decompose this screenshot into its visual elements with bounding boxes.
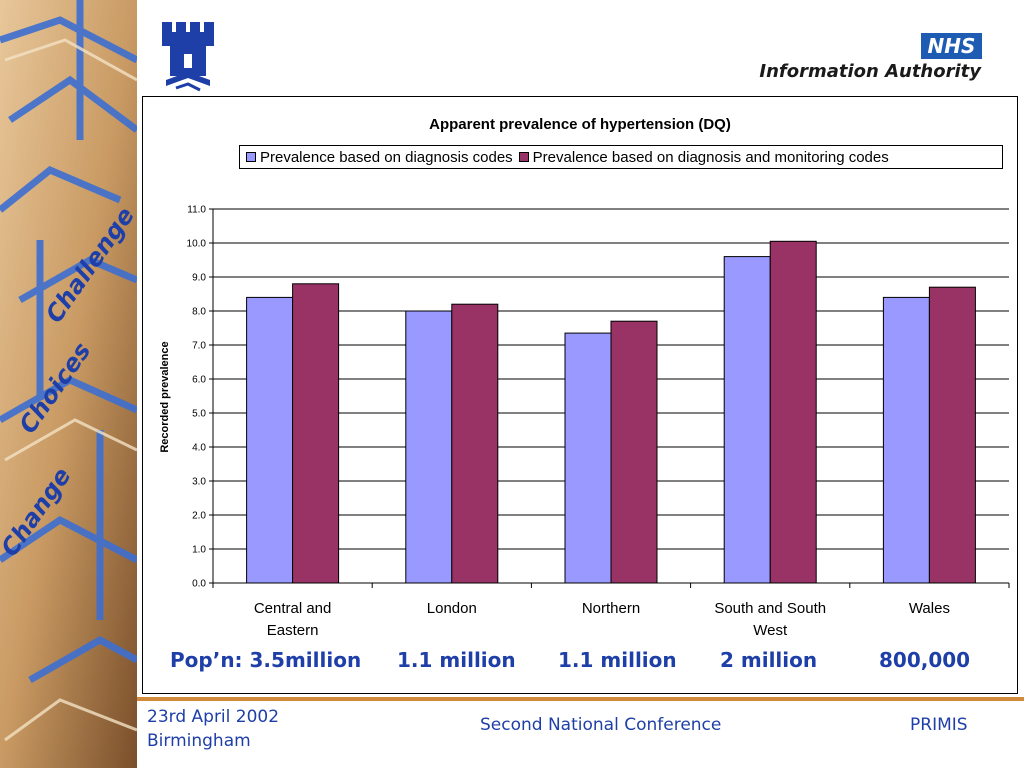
y-tick-label: 3.0 xyxy=(192,477,206,488)
x-tick-label: Northern xyxy=(582,600,640,617)
bar-series-1 xyxy=(882,296,930,584)
bar-series-2 xyxy=(928,286,976,584)
chart-frame: Apparent prevalence of hypertension (DQ)… xyxy=(142,96,1018,694)
legend-item-series-2: Prevalence based on diagnosis and monito… xyxy=(518,148,889,166)
bar-series-1 xyxy=(246,296,294,584)
legend-item-series-1: Prevalence based on diagnosis codes xyxy=(246,149,513,166)
population-label-2: 1.1 million xyxy=(397,648,516,672)
footer-event: Second National Conference xyxy=(480,715,722,735)
side-word-challenge: Challenge xyxy=(40,202,140,328)
org-name: Information Authority xyxy=(759,61,981,82)
bar-series-2 xyxy=(769,240,817,584)
y-tick-label: 6.0 xyxy=(192,375,206,386)
legend-swatch-series-1 xyxy=(246,152,256,162)
bar-series-2 xyxy=(610,320,658,584)
y-tick-label: 10.0 xyxy=(187,239,207,250)
chart-title: Apparent prevalence of hypertension (DQ) xyxy=(429,116,731,133)
legend-swatch-series-2 xyxy=(518,152,529,162)
x-tick-label: South and South xyxy=(714,600,826,617)
x-tick-label: London xyxy=(427,600,477,617)
x-tick-label: Central and xyxy=(254,600,332,617)
population-label-1: Pop’n: 3.5million xyxy=(170,648,362,672)
footer-divider xyxy=(137,697,1024,701)
y-tick-label: 8.0 xyxy=(192,307,206,318)
footer-date: 23rd April 2002 xyxy=(147,707,280,727)
bar-series-2 xyxy=(451,303,499,584)
side-banner-words: Challenge Choices Change xyxy=(0,0,140,768)
y-tick-label: 7.0 xyxy=(192,341,206,352)
side-banner xyxy=(0,0,137,768)
x-tick-label: Eastern xyxy=(267,622,319,639)
y-tick-label: 1.0 xyxy=(192,545,206,556)
x-tick-label: West xyxy=(753,622,788,639)
footer-org: PRIMIS xyxy=(910,715,968,735)
population-label-3: 1.1 million xyxy=(558,648,677,672)
side-word-choices: Choices xyxy=(13,337,97,439)
bar-series-1 xyxy=(564,332,612,584)
population-label-5: 800,000 xyxy=(879,648,971,672)
nhs-logo: NHS xyxy=(921,33,982,59)
side-word-change: Change xyxy=(0,462,77,562)
y-tick-label: 2.0 xyxy=(192,511,206,522)
bar-series-1 xyxy=(723,256,771,584)
y-tick-label: 9.0 xyxy=(192,273,206,284)
x-tick-label: Wales xyxy=(909,600,950,617)
bar-series-2 xyxy=(292,283,340,584)
y-tick-label: 0.0 xyxy=(192,579,206,590)
y-tick-label: 11.0 xyxy=(187,205,206,216)
legend-label-series-1: Prevalence based on diagnosis codes xyxy=(260,148,513,166)
population-label-4: 2 million xyxy=(720,648,818,672)
chart-legend: Prevalence based on diagnosis codes Prev… xyxy=(239,145,1003,169)
y-tick-label: 5.0 xyxy=(192,409,206,420)
footer-location: Birmingham xyxy=(147,731,251,751)
bar-chart: 0.0 1.0 2.0 3.0 4.0 5.0 6.0 7.0 8.0 9.0 10.0 11.0 Ce… xyxy=(187,205,1010,639)
legend-label-series-2: Prevalence based on diagnosis and monito… xyxy=(532,148,889,166)
bar-series-1 xyxy=(405,310,453,584)
y-tick-label: 4.0 xyxy=(192,443,206,454)
crest-logo xyxy=(162,22,214,92)
